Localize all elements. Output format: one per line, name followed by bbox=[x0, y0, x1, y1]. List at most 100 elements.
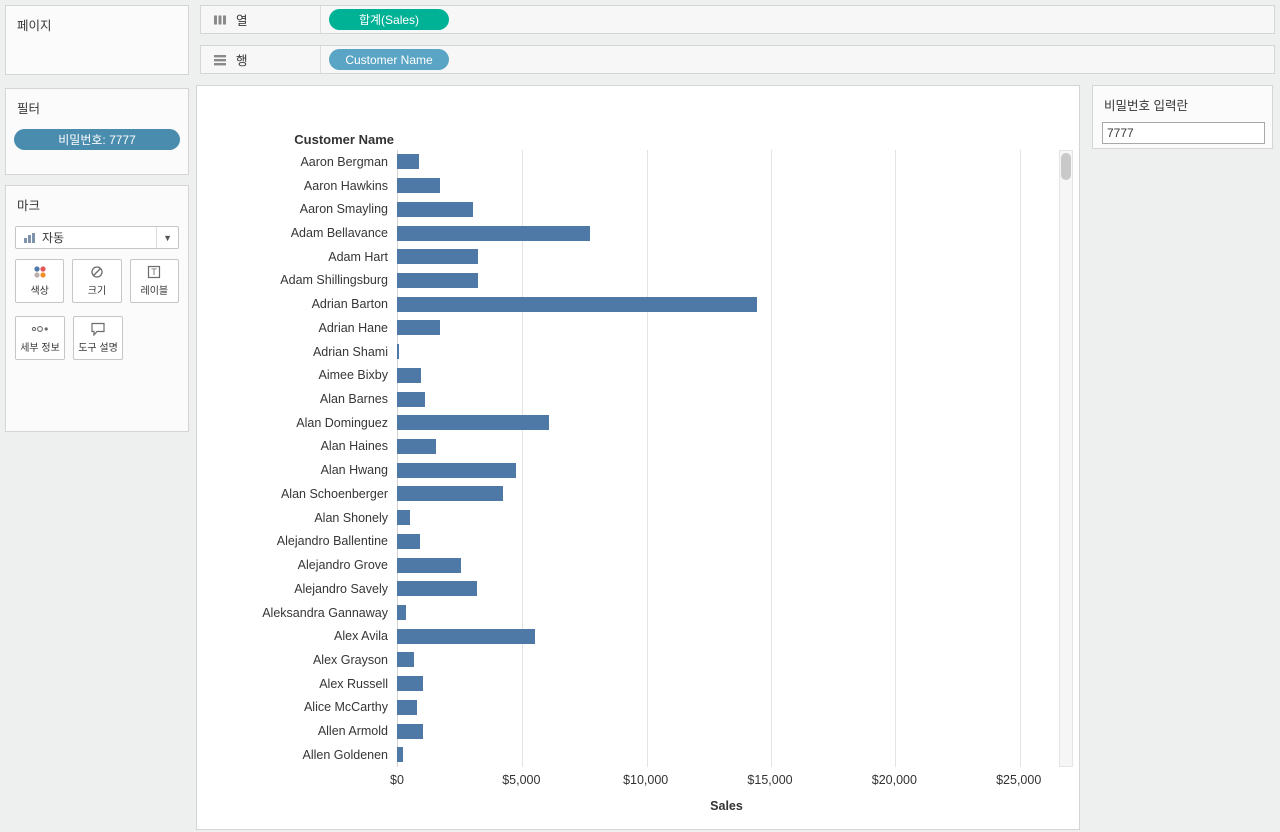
bar[interactable] bbox=[397, 510, 411, 526]
bar-track bbox=[397, 174, 1057, 198]
label-icon: T bbox=[147, 265, 161, 279]
x-tick-label: $10,000 bbox=[623, 773, 669, 787]
bar-row: Allen Armold bbox=[197, 719, 1057, 743]
bar-label: Allen Goldenen bbox=[302, 747, 388, 762]
bar[interactable] bbox=[397, 533, 420, 549]
bar-label: Adam Hart bbox=[328, 249, 388, 264]
x-tick-label: $20,000 bbox=[871, 773, 917, 787]
bar-row: Adam Bellavance bbox=[197, 221, 1057, 245]
bar-row: Alejandro Grove bbox=[197, 553, 1057, 577]
filters-panel-title: 필터 bbox=[17, 102, 41, 116]
bar[interactable] bbox=[397, 486, 503, 502]
bar-label: Aaron Smayling bbox=[299, 202, 388, 217]
bar-label: Aleksandra Gannaway bbox=[262, 605, 388, 620]
bar[interactable] bbox=[397, 249, 478, 265]
x-tick-label: $0 bbox=[390, 773, 404, 787]
bar-track bbox=[397, 696, 1057, 720]
tooltip-button[interactable]: 도구 설명 bbox=[73, 316, 123, 360]
bar[interactable] bbox=[397, 178, 441, 194]
chart-scrollbar[interactable] bbox=[1059, 150, 1073, 767]
bar[interactable] bbox=[397, 344, 399, 360]
bar-label: Alex Grayson bbox=[312, 652, 388, 667]
bar-label: Adrian Barton bbox=[311, 297, 388, 312]
bar-row: Adam Shillingsburg bbox=[197, 269, 1057, 293]
bar-label: Adrian Shami bbox=[312, 344, 388, 359]
filter-pill-password[interactable]: 비밀번호: 7777 bbox=[14, 129, 180, 150]
bar[interactable] bbox=[397, 439, 437, 455]
bar-row: Alan Haines bbox=[197, 435, 1057, 459]
bar[interactable] bbox=[397, 699, 418, 715]
bar[interactable] bbox=[397, 652, 415, 668]
bar-label: Alan Shonely bbox=[314, 510, 388, 525]
bar-label: Adam Bellavance bbox=[290, 226, 388, 241]
detail-button[interactable]: 세부 정보 bbox=[15, 316, 65, 360]
mark-type-label: 자동 bbox=[42, 231, 65, 245]
pages-panel-title: 페이지 bbox=[17, 19, 52, 33]
bar-row: Aaron Bergman bbox=[197, 150, 1057, 174]
bar-track bbox=[397, 245, 1057, 269]
detail-icon bbox=[31, 322, 49, 336]
bar[interactable] bbox=[397, 723, 424, 739]
bar[interactable] bbox=[397, 557, 462, 573]
bar-track bbox=[397, 387, 1057, 411]
bar-row: Alan Dominguez bbox=[197, 411, 1057, 435]
bar-track bbox=[397, 221, 1057, 245]
bar[interactable] bbox=[397, 747, 404, 763]
bar-track bbox=[397, 316, 1057, 340]
columns-shelf-label: 열 bbox=[236, 14, 248, 28]
bar[interactable] bbox=[397, 462, 517, 478]
mark-type-dropdown[interactable]: 자동 ▼ bbox=[15, 226, 179, 249]
bar[interactable] bbox=[397, 296, 757, 312]
columns-shelf[interactable]: 열 합계(Sales) bbox=[200, 5, 1275, 34]
bar-row: Alice McCarthy bbox=[197, 696, 1057, 720]
bar-row: Aimee Bixby bbox=[197, 363, 1057, 387]
bar-label: Aaron Bergman bbox=[300, 154, 388, 169]
bar-track bbox=[397, 340, 1057, 364]
bar-rows: Aaron Bergman Aaron Hawkins Aaron Smayling… bbox=[197, 150, 1057, 767]
bar-track bbox=[397, 197, 1057, 221]
bar-track bbox=[397, 719, 1057, 743]
bar[interactable] bbox=[397, 225, 590, 241]
bar-row: Adrian Barton bbox=[197, 292, 1057, 316]
bar-row: Alan Hwang bbox=[197, 458, 1057, 482]
bar-label: Alejandro Ballentine bbox=[276, 534, 388, 549]
color-icon bbox=[33, 265, 47, 279]
bar[interactable] bbox=[397, 320, 441, 336]
bar-track bbox=[397, 672, 1057, 696]
rows-icon bbox=[213, 54, 227, 66]
bar-label: Alan Dominguez bbox=[296, 415, 388, 430]
bar-label: Alan Hwang bbox=[320, 463, 388, 478]
bar[interactable] bbox=[397, 272, 478, 288]
bar-track bbox=[397, 458, 1057, 482]
marks-panel-title: 마크 bbox=[17, 199, 41, 213]
columns-shelf-head: 열 bbox=[201, 6, 321, 33]
bar[interactable] bbox=[397, 367, 422, 383]
parameter-input[interactable] bbox=[1102, 122, 1265, 144]
bar-track bbox=[397, 269, 1057, 293]
size-button[interactable]: 크기 bbox=[72, 259, 122, 303]
bar[interactable] bbox=[397, 154, 420, 170]
bar-track bbox=[397, 435, 1057, 459]
rows-shelf[interactable]: 행 Customer Name bbox=[200, 45, 1275, 74]
bar-track bbox=[397, 553, 1057, 577]
bar-row: Adam Hart bbox=[197, 245, 1057, 269]
bar[interactable] bbox=[397, 581, 477, 597]
columns-pill-sales[interactable]: 합계(Sales) bbox=[329, 9, 449, 30]
scrollbar-thumb[interactable] bbox=[1061, 153, 1071, 180]
bar[interactable] bbox=[397, 676, 424, 692]
color-button[interactable]: 색상 bbox=[15, 259, 65, 303]
label-button[interactable]: T 레이블 bbox=[129, 259, 179, 303]
rows-pill-customer-name[interactable]: Customer Name bbox=[329, 49, 449, 70]
bar[interactable] bbox=[397, 415, 549, 431]
bar[interactable] bbox=[397, 201, 473, 217]
bar-label: Alex Russell bbox=[319, 676, 388, 691]
bar-row: Allen Goldenen bbox=[197, 743, 1057, 767]
svg-text:T: T bbox=[152, 267, 158, 277]
bar[interactable] bbox=[397, 605, 407, 621]
size-button-label: 크기 bbox=[87, 286, 107, 297]
bar[interactable] bbox=[397, 628, 536, 644]
bar-label: Alan Schoenberger bbox=[280, 486, 388, 501]
bar-track bbox=[397, 743, 1057, 767]
parameter-panel-title: 비밀번호 입력란 bbox=[1104, 99, 1188, 113]
bar[interactable] bbox=[397, 391, 425, 407]
